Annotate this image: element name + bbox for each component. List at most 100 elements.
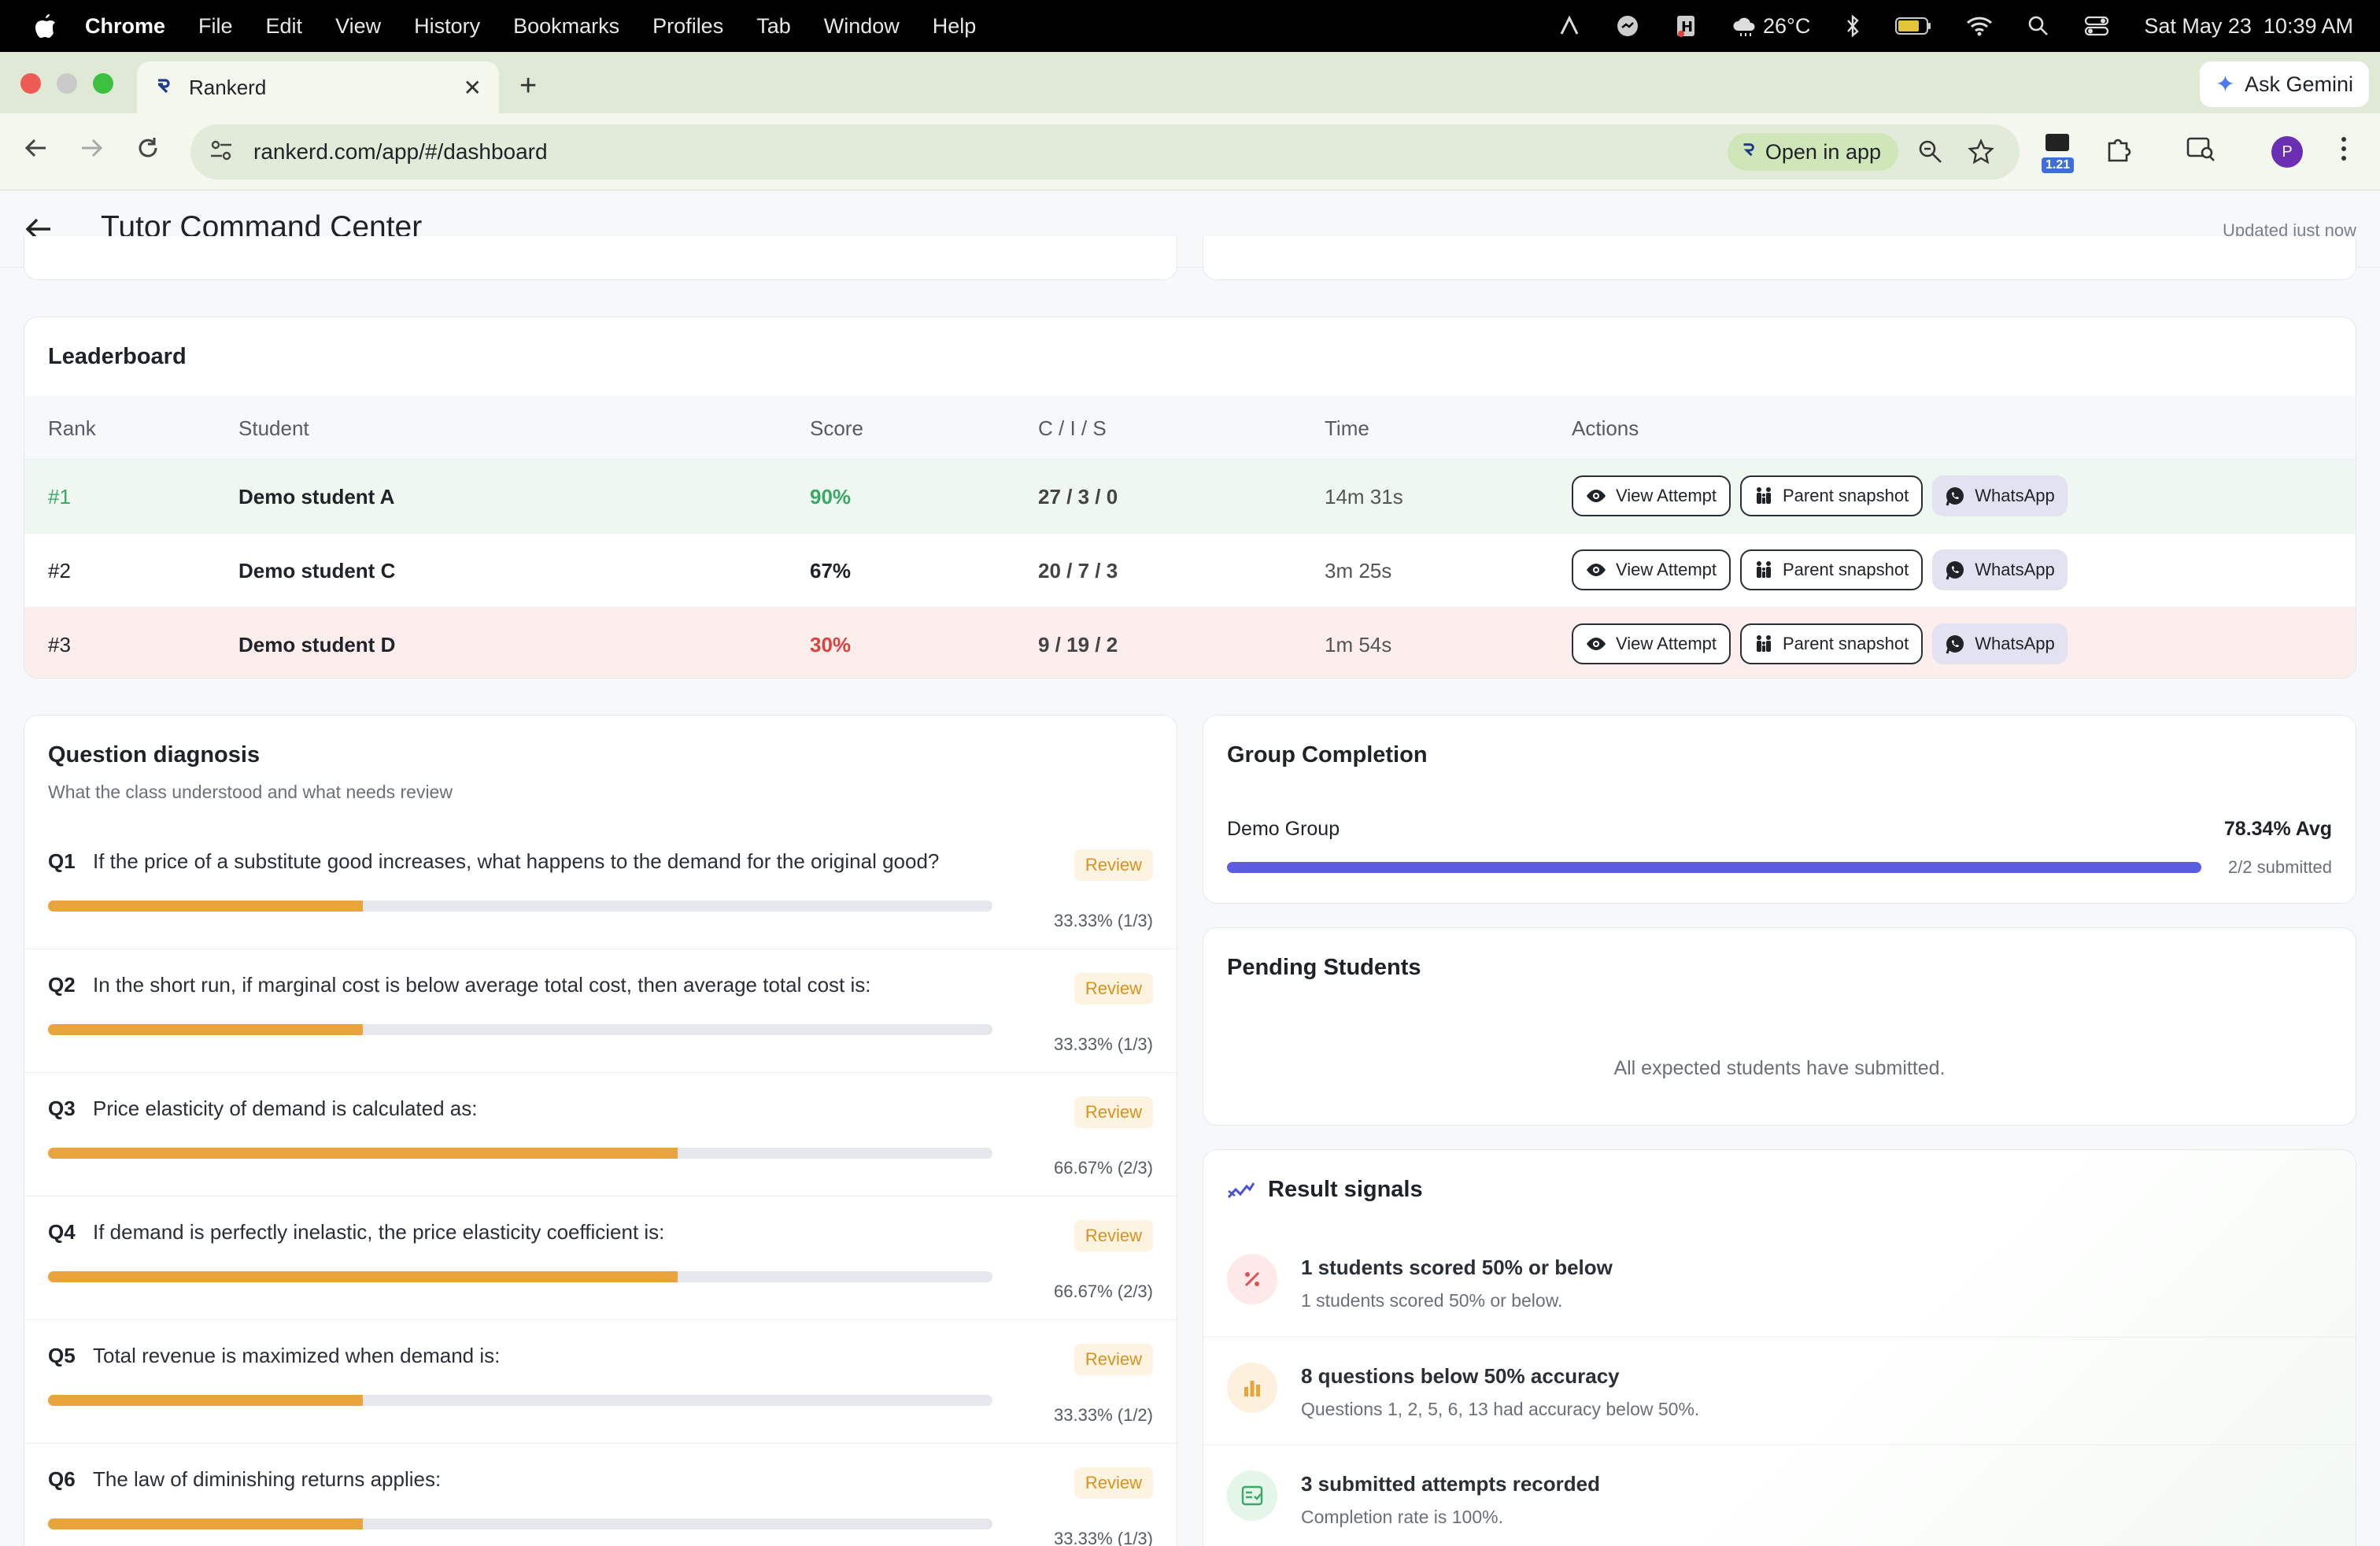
back-nav-button[interactable] [24, 135, 49, 168]
signal-title: 3 submitted attempts recorded [1301, 1472, 1600, 1496]
parent-snapshot-button[interactable]: Parent snapshot [1740, 623, 1924, 664]
bookmark-star-icon[interactable] [1968, 139, 1994, 169]
rank-cell: #1 [48, 485, 71, 509]
weather-temp: 26°C [1763, 13, 1811, 38]
window-zoom-button[interactable] [93, 73, 113, 94]
parent-snapshot-label: Parent snapshot [1783, 486, 1909, 505]
question-text: In the short run, if marginal cost is be… [93, 973, 871, 997]
view-attempt-button[interactable]: View Attempt [1572, 475, 1731, 516]
checklist-icon [1227, 1470, 1277, 1521]
leaderboard-row: #3 Demo student D 30% 9 / 19 / 2 1m 54s … [24, 607, 2356, 678]
apple-icon[interactable] [30, 10, 61, 42]
review-badge: Review [1074, 1467, 1153, 1499]
forward-nav-button[interactable] [79, 135, 104, 168]
view-attempt-button[interactable]: View Attempt [1572, 549, 1731, 590]
menu-help[interactable]: Help [932, 13, 977, 38]
chrome-menu-icon[interactable] [2339, 135, 2349, 166]
battery-icon[interactable] [1895, 17, 1931, 35]
pending-students-title: Pending Students [1227, 955, 1421, 980]
parent-snapshot-button[interactable]: Parent snapshot [1740, 549, 1924, 590]
spotlight-search-icon[interactable] [2027, 15, 2049, 37]
new-tab-button[interactable]: + [519, 69, 538, 102]
question-number: Q4 [48, 1220, 76, 1244]
tab-close-icon[interactable]: ✕ [463, 75, 482, 100]
question-number: Q1 [48, 849, 76, 873]
wifi-icon[interactable] [1966, 16, 1993, 36]
signal-row: 8 questions below 50% accuracy Questions… [1203, 1337, 2356, 1444]
signal-row: 1 students scored 50% or below 1 student… [1203, 1229, 2356, 1337]
cis-cell: 27 / 3 / 0 [1038, 485, 1118, 509]
chrome-toolbar: rankerd.com/app/#/dashboard Open in app … [0, 113, 2380, 190]
menu-bookmarks[interactable]: Bookmarks [513, 13, 620, 38]
menu-tab[interactable]: Tab [756, 13, 791, 38]
menu-window[interactable]: Window [823, 13, 900, 38]
question-row[interactable]: Q2 In the short run, if marginal cost is… [24, 949, 1177, 1073]
whatsapp-button[interactable]: WhatsApp [1932, 623, 2068, 664]
window-close-button[interactable] [20, 73, 41, 94]
time-cell: 1m 54s [1325, 633, 1392, 656]
col-time: Time [1325, 416, 1369, 440]
cis-cell: 9 / 19 / 2 [1038, 633, 1118, 656]
family-icon [1757, 487, 1771, 504]
accuracy-bar-fill [48, 901, 363, 912]
browser-tab[interactable]: Rankerd ✕ [137, 61, 499, 113]
menu-app-name[interactable]: Chrome [85, 13, 166, 38]
bluetooth-icon[interactable] [1845, 14, 1861, 38]
ask-gemini-button[interactable]: ✦ Ask Gemini [2199, 61, 2369, 107]
status-a-icon[interactable] [1558, 15, 1580, 37]
group-progress-fill [1227, 862, 2201, 873]
rankerd-favicon [154, 77, 172, 98]
group-completion-card: Group Completion Demo Group 78.34% Avg 2… [1203, 715, 2356, 904]
address-bar[interactable]: rankerd.com/app/#/dashboard Open in app [190, 124, 2020, 179]
student-cell: Demo student D [238, 633, 396, 656]
signal-title: 8 questions below 50% accuracy [1301, 1364, 1620, 1388]
menu-edit[interactable]: Edit [265, 13, 303, 38]
col-score: Score [810, 416, 863, 440]
menu-history[interactable]: History [414, 13, 481, 38]
signal-description: 1 students scored 50% or below. [1301, 1290, 1563, 1311]
control-center-icon[interactable] [2084, 15, 2109, 37]
review-badge: Review [1074, 1097, 1153, 1128]
group-name: Demo Group [1227, 818, 1340, 840]
status-chat-icon[interactable] [1615, 13, 1640, 39]
view-attempt-label: View Attempt [1616, 486, 1717, 505]
whatsapp-label: WhatsApp [1975, 634, 2055, 653]
question-row[interactable]: Q6 The law of diminishing returns applie… [24, 1444, 1177, 1546]
col-actions: Actions [1572, 416, 1639, 440]
zoom-icon[interactable] [1917, 139, 1944, 169]
score-cell: 30% [810, 633, 852, 656]
parent-snapshot-button[interactable]: Parent snapshot [1740, 475, 1924, 516]
window-minimize-button[interactable] [57, 73, 77, 94]
question-row[interactable]: Q3 Price elasticity of demand is calcula… [24, 1073, 1177, 1196]
leaderboard-row: #2 Demo student C 67% 20 / 7 / 3 3m 25s … [24, 533, 2356, 607]
extensions-puzzle-icon[interactable] [2105, 135, 2133, 168]
signal-description: Completion rate is 100%. [1301, 1507, 1503, 1527]
menubar-clock[interactable]: Sat May 23 10:39 AM [2144, 13, 2353, 38]
reload-button[interactable] [135, 135, 161, 168]
view-attempt-button[interactable]: View Attempt [1572, 623, 1731, 664]
whatsapp-label: WhatsApp [1975, 486, 2055, 505]
question-row[interactable]: Q5 Total revenue is maximized when deman… [24, 1320, 1177, 1444]
whatsapp-button[interactable]: WhatsApp [1932, 549, 2068, 590]
weather-icon[interactable]: 26°C [1731, 14, 1810, 39]
question-row[interactable]: Q4 If demand is perfectly inelastic, the… [24, 1196, 1177, 1320]
url-text[interactable]: rankerd.com/app/#/dashboard [253, 139, 548, 164]
accuracy-bar-fill [48, 1518, 363, 1529]
extension-counter-icon[interactable] [2043, 132, 2071, 160]
site-info-icon[interactable] [209, 139, 233, 165]
eye-icon [1587, 490, 1606, 502]
question-row[interactable]: Q1 If the price of a substitute good inc… [24, 826, 1177, 949]
menu-profiles[interactable]: Profiles [652, 13, 724, 38]
accuracy-bar [48, 1395, 992, 1406]
profile-avatar[interactable]: P [2271, 136, 2303, 168]
whatsapp-button[interactable]: WhatsApp [1932, 475, 2068, 516]
menu-file[interactable]: File [198, 13, 233, 38]
trend-icon [1227, 1182, 1255, 1198]
review-badge: Review [1074, 849, 1153, 881]
col-cis: C / I / S [1038, 416, 1107, 440]
status-h-icon[interactable]: H [1675, 14, 1697, 38]
reading-list-icon[interactable] [2186, 135, 2216, 166]
back-arrow-icon[interactable] [24, 214, 54, 248]
menu-view[interactable]: View [335, 13, 382, 38]
open-in-app-button[interactable]: Open in app [1727, 133, 1898, 171]
